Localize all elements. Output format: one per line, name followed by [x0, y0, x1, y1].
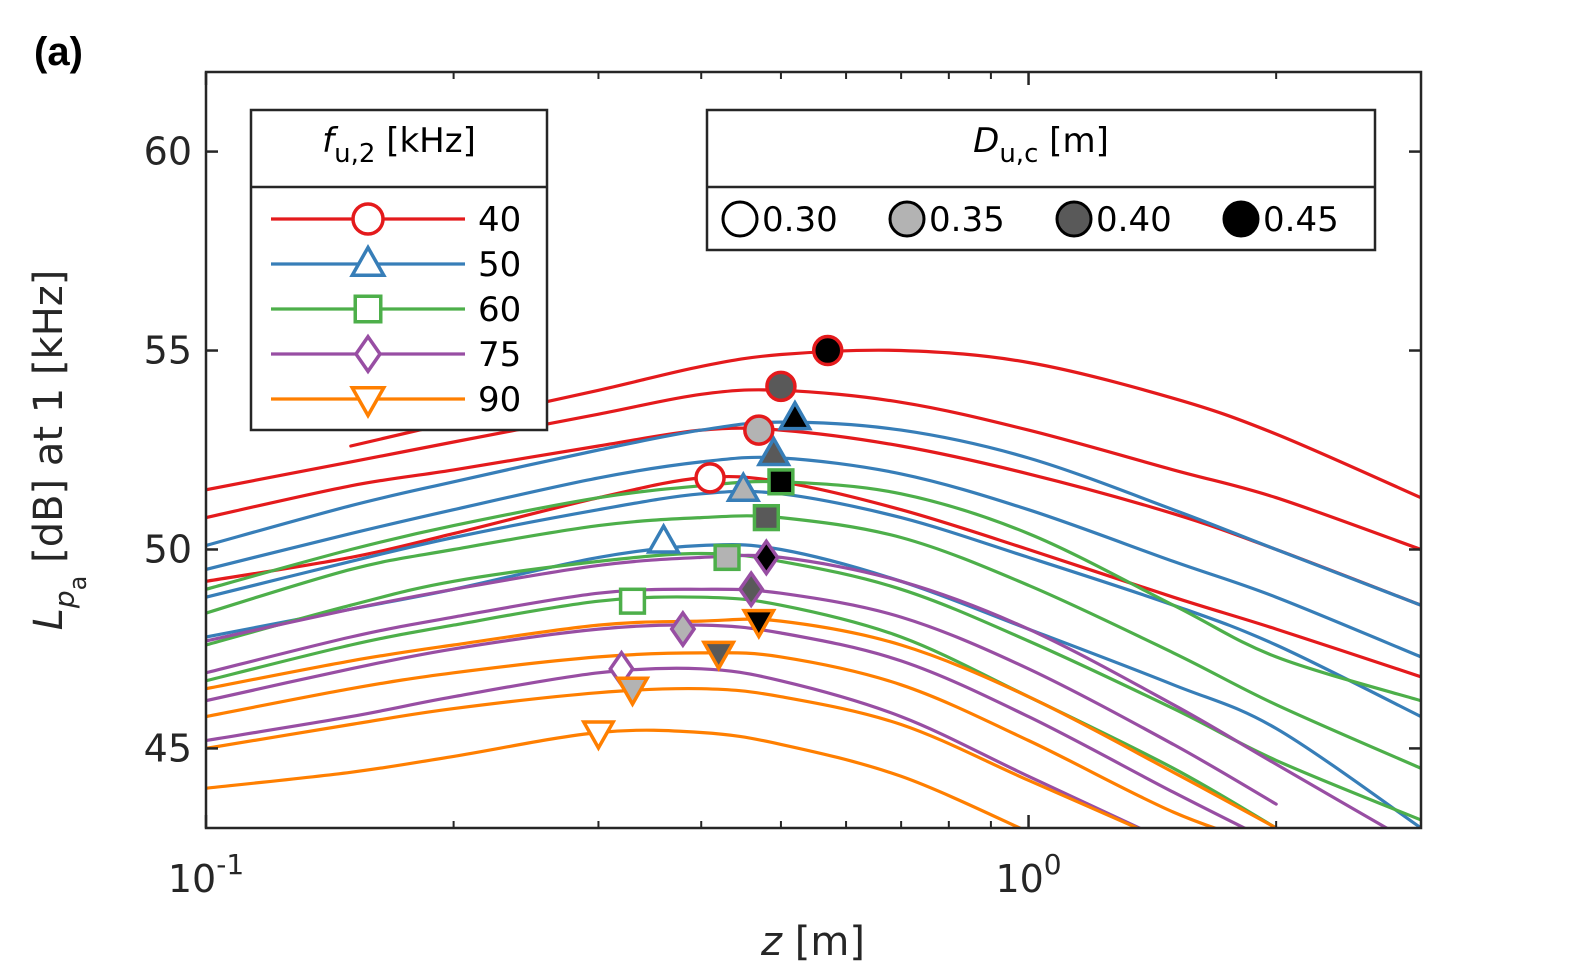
y-axis-var: L [26, 608, 72, 630]
legend-entry-75khz: 75 [271, 333, 521, 375]
series-line-40khz-0.35m [206, 426, 1421, 607]
legend-diameter-title: Du,c [m] [973, 121, 1109, 169]
legend-marker-circle [351, 202, 385, 236]
y-tick-label: 55 [144, 329, 192, 373]
y-tick-label: 45 [144, 726, 192, 770]
legend-diameter-box [705, 108, 1377, 252]
series-line-90khz-0.45m [206, 617, 1278, 828]
legend-frequency-title: fu,2 [kHz] [322, 121, 476, 169]
legend-entry-label: 40 [478, 200, 521, 240]
peak-marker-50khz-0.30m [645, 522, 682, 554]
y-axis-subsub: a [64, 576, 92, 591]
legend-diameter: Du,c [m] 0.30 0.35 0.40 0.45 [705, 108, 1377, 252]
series-line-60khz-0.45m [206, 479, 1421, 703]
x-axis-unit: [m] [782, 919, 865, 965]
legend-entry-label: 60 [478, 290, 521, 330]
peak-marker-75khz-0.45m [753, 538, 780, 577]
peak-marker-40khz-0.30m [694, 462, 726, 494]
legend-entry-60khz: 60 [271, 290, 521, 330]
peak-marker-90khz-0.40m [700, 640, 737, 672]
peak-marker-75khz-0.35m [669, 609, 697, 649]
legend-circle-marker [721, 200, 759, 238]
peak-marker-50khz-0.35m [725, 470, 762, 503]
legend-marker-triangle-up [349, 243, 387, 277]
y-axis-title: Lpa [dB] at 1 [kHz] [26, 270, 92, 631]
legend-entry-90khz: 90 [271, 380, 521, 420]
series-line-50khz-0.40m [206, 455, 1421, 659]
legend-entry-label: 75 [478, 335, 521, 375]
peak-marker-75khz-0.40m [737, 570, 765, 609]
peak-marker-50khz-0.40m [756, 435, 792, 467]
peak-marker-40khz-0.35m [743, 414, 775, 446]
y-tick-label: 50 [144, 527, 192, 571]
legend-entry-50khz: 50 [271, 243, 521, 285]
y-axis-unit: [dB] at 1 [kHz] [26, 270, 72, 576]
legend-circle-marker [1055, 200, 1093, 238]
series-line-60khz-0.40m [206, 514, 1421, 770]
peak-marker-90khz-0.45m [741, 608, 777, 641]
legend-entry-0.40m: 0.40 [1055, 200, 1172, 240]
legend-entry-0.45m: 0.45 [1222, 200, 1339, 240]
series-line-90khz-0.40m [206, 651, 1220, 828]
x-axis-title: z [m] [760, 919, 865, 965]
legend-entry-label: 0.35 [929, 200, 1005, 240]
legend-circle-marker [888, 200, 926, 238]
series-line-75khz-0.30m [206, 666, 1144, 828]
plot-frame [204, 70, 1423, 830]
legend-entry-0.35m: 0.35 [888, 200, 1005, 240]
x-tick-label: 10-1 [168, 848, 244, 901]
y-tick-label: 60 [144, 130, 192, 174]
series-line-75khz-0.35m [206, 623, 1248, 828]
series-line-50khz-0.45m [206, 420, 1421, 607]
panel-label: (a) [34, 30, 83, 74]
peak-marker-90khz-0.30m [580, 720, 617, 752]
legend-marker-square [353, 294, 383, 324]
series-line-75khz-0.45m [206, 553, 1390, 828]
peak-marker-90khz-0.35m [614, 676, 651, 708]
legend-entry-label: 90 [478, 380, 521, 420]
legend-entry-label: 50 [478, 245, 521, 285]
peak-marker-60khz-0.45m [767, 468, 795, 496]
series-line-40khz-0.30m [206, 474, 1421, 679]
x-tick-label: 100 [995, 848, 1061, 901]
legend-frequency-box [249, 108, 549, 432]
y-axis-sub: p [48, 590, 81, 609]
legend-entry-label: 0.40 [1096, 200, 1172, 240]
series-line-90khz-0.35m [206, 686, 1142, 828]
series-line-90khz-0.30m [206, 728, 1024, 828]
legend-frequency: fu,2 [kHz] 40 50 60 75 90 [249, 108, 549, 432]
peak-marker-60khz-0.40m [752, 503, 781, 532]
legend-entry-label: 0.30 [762, 200, 838, 240]
x-axis-var: z [760, 919, 783, 965]
peak-marker-40khz-0.40m [765, 370, 797, 403]
peak-marker-60khz-0.30m [618, 587, 647, 615]
legend-marker-triangle-down [349, 386, 387, 420]
legend-entry-0.30m: 0.30 [721, 200, 838, 240]
series-line-75khz-0.40m [206, 587, 1278, 806]
legend-marker-diamond [353, 333, 383, 375]
legend-circle-marker [1222, 200, 1260, 238]
legend-entry-40khz: 40 [271, 200, 521, 240]
legend-entry-label: 0.45 [1263, 200, 1339, 240]
peak-marker-60khz-0.35m [713, 543, 741, 572]
peak-marker-50khz-0.45m [777, 399, 813, 431]
peak-marker-40khz-0.45m [811, 334, 844, 367]
